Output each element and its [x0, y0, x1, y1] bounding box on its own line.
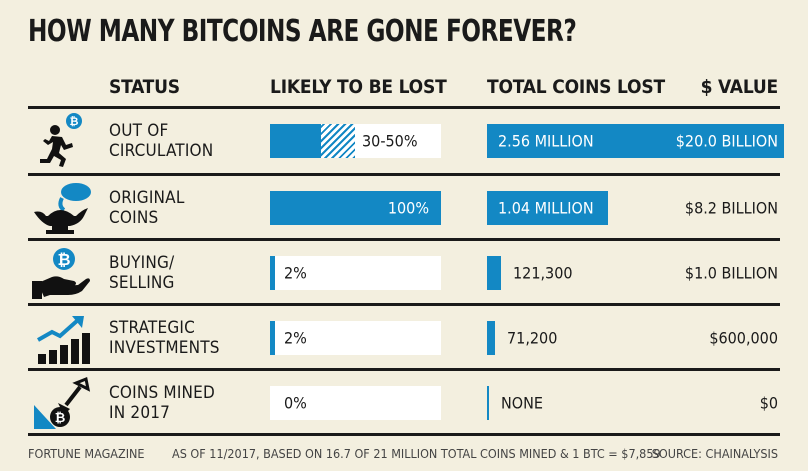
status-label: BUYING/SELLING: [109, 253, 175, 293]
likely-lost-range-bar: [321, 123, 355, 158]
likely-lost-bar-track: 2%: [270, 255, 441, 290]
likely-lost-bar: [270, 190, 441, 225]
coins-lost-bar: [487, 320, 495, 355]
status-label-line: SELLING: [109, 272, 175, 293]
coins-lost-label: 2.56 MILLION: [498, 131, 594, 150]
status-label: OUT OF CIRCULATION: [109, 121, 213, 161]
coins-lost-label: 121,300: [513, 263, 573, 282]
likely-lost-label: 0%: [284, 393, 307, 412]
svg-text:₿: ₿: [57, 250, 70, 269]
dollar-value-label: $600,000: [709, 328, 778, 347]
status-label-line: BUYING/: [109, 252, 175, 273]
header-dollar-value: $ VALUE: [700, 76, 779, 98]
likely-lost-bar-track: 30-50%: [270, 123, 441, 158]
row-divider: [28, 433, 780, 436]
likely-lost-label: 2%: [284, 328, 307, 347]
status-label: ORIGINAL COINS: [109, 188, 185, 228]
table-row: ₿ OUT OF CIRCULATION 30-50% 2.56 MILLION $20…: [0, 109, 808, 172]
running-person-bitcoin-icon: ₿: [28, 113, 94, 169]
likely-lost-label: 30-50%: [362, 131, 418, 150]
coins-lost-label: NONE: [501, 393, 543, 412]
likely-lost-bar-track: 100%: [270, 190, 441, 225]
dollar-value-label: $1.0 BILLION: [684, 263, 778, 282]
status-label-line: STRATEGIC: [109, 317, 195, 338]
dollar-value-label: $8.2 BILLION: [684, 198, 778, 217]
likely-lost-bar-track: 0%: [270, 385, 441, 420]
row-divider: [28, 303, 780, 306]
coins-lost-label: 1.04 MILLION: [498, 198, 594, 217]
status-label-line: OUT OF: [109, 120, 169, 141]
status-label-line: CIRCULATION: [109, 140, 214, 161]
growth-chart-icon: [28, 310, 94, 366]
footer-publisher: FORTUNE MAGAZINE: [28, 446, 145, 461]
footer-source: SOURCE: CHAINALYSIS: [651, 446, 778, 461]
row-divider: [28, 238, 780, 241]
likely-lost-bar: [270, 320, 275, 355]
likely-lost-bar: [270, 255, 275, 290]
status-label-line: COINS MINED: [109, 382, 216, 403]
likely-lost-bar: [270, 123, 321, 158]
shovel-bitcoin-icon: ₿: [28, 375, 94, 431]
table-row: STRATEGIC INVESTMENTS 2% 71,200 $600,000: [0, 306, 808, 369]
magic-lamp-icon: [28, 180, 94, 236]
status-label-line: ORIGINAL: [109, 187, 185, 208]
dollar-value-label: $20.0 BILLION: [675, 131, 778, 150]
row-divider: [28, 106, 780, 109]
coins-lost-bar: [487, 123, 784, 158]
status-label-line: COINS: [109, 207, 159, 228]
coins-lost-bar: [487, 190, 608, 225]
table-row: ORIGINAL COINS 100% 1.04 MILLION $8.2 BILLIO…: [0, 176, 808, 239]
likely-lost-label: 100%: [387, 198, 429, 217]
header-status: STATUS: [109, 76, 180, 98]
coins-lost-label: 71,200: [507, 328, 558, 347]
svg-text:₿: ₿: [70, 115, 79, 128]
header-total-coins-lost: TOTAL COINS LOST: [487, 76, 665, 98]
hand-bitcoin-icon: ₿: [28, 245, 94, 301]
status-label-line: IN 2017: [109, 402, 171, 423]
row-divider: [28, 173, 780, 176]
row-divider: [28, 368, 780, 371]
chart-title: HOW MANY BITCOINS ARE GONE FOREVER?: [28, 14, 577, 49]
status-label: COINS MINED IN 2017: [109, 383, 215, 423]
footer-note: AS OF 11/2017, BASED ON 16.7 OF 21 MILLI…: [172, 446, 661, 461]
svg-text:₿: ₿: [55, 411, 66, 426]
status-label-line: INVESTMENTS: [109, 337, 220, 358]
table-row: ₿ COINS MINED IN 2017 0% NONE $0: [0, 371, 808, 434]
dollar-value-label: $0: [759, 393, 778, 412]
header-likely-to-be-lost: LIKELY TO BE LOST: [270, 76, 447, 98]
likely-lost-label: 2%: [284, 263, 307, 282]
coins-lost-bar: [487, 255, 501, 290]
coins-lost-bar: [487, 385, 489, 420]
likely-lost-bar-track: 2%: [270, 320, 441, 355]
table-row: ₿ BUYING/SELLING 2% 121,300 $1.0 BILLION: [0, 241, 808, 304]
status-label: STRATEGIC INVESTMENTS: [109, 318, 220, 358]
